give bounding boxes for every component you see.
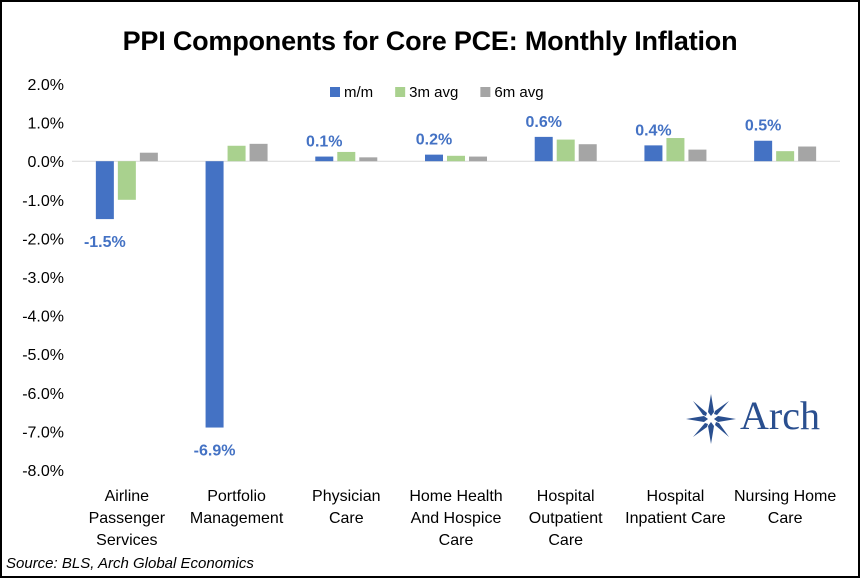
y-tick-label: -4.0%	[22, 309, 64, 326]
y-tick-label: 2.0%	[28, 77, 64, 94]
category-label: Passenger	[89, 510, 166, 527]
y-tick-label: -2.0%	[22, 231, 64, 248]
legend-label: 6m avg	[494, 84, 543, 101]
category-label: Airline	[105, 488, 150, 505]
bar-m-m	[315, 156, 334, 162]
y-tick-label: -1.0%	[22, 193, 64, 210]
bar-6m-avg	[578, 144, 597, 162]
bar-3m-avg	[337, 151, 356, 162]
arch-logo: Arch	[684, 392, 844, 448]
data-label: 0.2%	[416, 132, 452, 149]
arch-star-icon	[686, 394, 736, 444]
bar-3m-avg	[666, 138, 685, 162]
category-label: Inpatient Care	[625, 510, 726, 527]
bar-m-m	[95, 161, 114, 220]
legend-label: m/m	[344, 84, 373, 101]
y-tick-label: -8.0%	[22, 463, 64, 480]
bar-3m-avg	[556, 139, 575, 162]
bar-3m-avg	[227, 145, 246, 162]
category-label: Care	[439, 532, 474, 549]
y-tick-label: -3.0%	[22, 270, 64, 287]
bar-3m-avg	[447, 155, 465, 162]
y-tick-label: -6.0%	[22, 386, 64, 403]
category-label: Management	[190, 510, 284, 527]
data-label: 0.5%	[745, 118, 781, 135]
category-label: And Hospice	[411, 510, 502, 527]
bar-6m-avg	[139, 152, 158, 162]
category-label: Home Health	[409, 488, 502, 505]
legend-swatch	[395, 87, 406, 97]
legend-label: 3m avg	[409, 84, 458, 101]
category-label: Care	[548, 532, 583, 549]
bar-6m-avg	[688, 149, 707, 162]
category-label: Portfolio	[207, 488, 266, 505]
y-tick-label: -5.0%	[22, 347, 64, 364]
bar-m-m	[644, 145, 663, 162]
category-label: Services	[96, 532, 157, 549]
category-label: Hospital	[537, 488, 595, 505]
bar-6m-avg	[249, 143, 268, 162]
category-label: Hospital	[647, 488, 705, 505]
y-tick-label: 1.0%	[28, 116, 64, 133]
bar-6m-avg	[798, 146, 817, 162]
logo-text: Arch	[740, 393, 820, 438]
y-tick-label: -7.0%	[22, 424, 64, 441]
category-label: Care	[329, 510, 364, 527]
y-tick-label: 0.0%	[28, 154, 64, 171]
data-label: -1.5%	[84, 234, 126, 251]
bar-6m-avg	[359, 157, 378, 162]
bar-m-m	[425, 154, 443, 162]
category-label: Outpatient	[529, 510, 603, 527]
data-label: -6.9%	[194, 443, 236, 460]
data-label: 0.4%	[635, 122, 671, 139]
legend-swatch	[330, 87, 340, 97]
bar-6m-avg	[469, 156, 487, 162]
bar-m-m	[534, 136, 553, 162]
bar-3m-avg	[776, 151, 795, 162]
bar-3m-avg	[117, 161, 136, 200]
data-label: 0.6%	[525, 114, 561, 131]
bar-m-m	[754, 140, 773, 162]
category-label: Care	[768, 510, 803, 527]
bar-m-m	[205, 161, 224, 428]
legend-swatch	[480, 87, 491, 97]
source-note: Source: BLS, Arch Global Economics	[6, 555, 254, 572]
chart-title: PPI Components for Core PCE: Monthly Inf…	[122, 26, 738, 56]
category-label: Nursing Home	[734, 488, 836, 505]
category-label: Physician	[312, 488, 380, 505]
data-label: 0.1%	[306, 134, 342, 151]
